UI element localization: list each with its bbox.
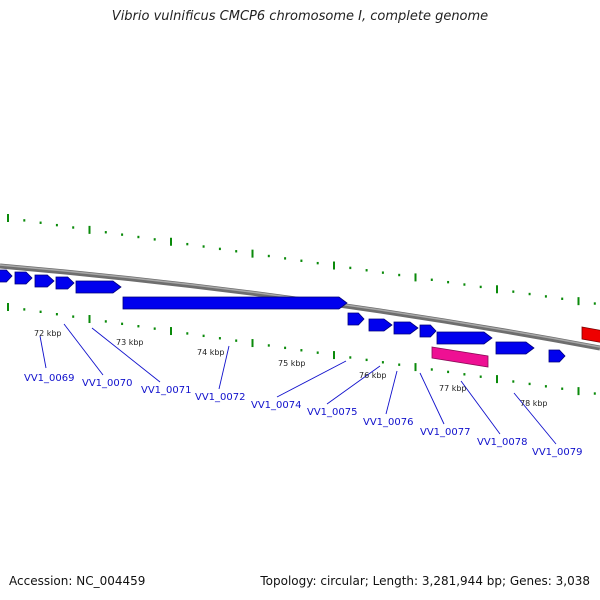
- gene-arrow-7: [347, 312, 365, 326]
- gene-arrow-8: [368, 318, 393, 332]
- leader-line-10: [513, 392, 557, 445]
- scale-label-74: 74 kbp: [197, 348, 225, 357]
- leader-line-4: [218, 345, 230, 390]
- gene-track: [0, 269, 600, 368]
- scale-label-78: 78 kbp: [520, 399, 548, 408]
- gene-label-vv1-0071[interactable]: VV1_0071: [141, 385, 192, 396]
- outer-tick-row: [7, 214, 596, 306]
- map-title: Vibrio vulnificus CMCP6 chromosome I, co…: [111, 9, 489, 24]
- leader-line-5: [276, 360, 347, 398]
- gene-arrow-1: [0, 269, 13, 283]
- gene-label-vv1-0077[interactable]: VV1_0077: [420, 427, 471, 438]
- gene-label-vv1-0079[interactable]: VV1_0079: [532, 447, 583, 458]
- scale-label-77: 77 kbp: [439, 384, 467, 393]
- gene-label-vv1-0072[interactable]: VV1_0072: [195, 392, 246, 403]
- gene-label-vv1-0078[interactable]: VV1_0078: [477, 437, 528, 448]
- gene-arrow-2: [14, 271, 33, 285]
- inner-tick-row: [7, 303, 596, 396]
- gene-arrow-11: [436, 331, 493, 345]
- gene-arrow-red: [581, 326, 600, 343]
- gene-label-vv1-0069[interactable]: VV1_0069: [24, 373, 75, 384]
- leader-line-1: [39, 335, 47, 369]
- gene-arrow-highlighted: [431, 346, 489, 368]
- gene-label-vv1-0075[interactable]: VV1_0075: [307, 407, 358, 418]
- gene-arrow-4: [55, 276, 75, 290]
- leader-line-8: [419, 372, 445, 425]
- gene-arrow-12: [495, 341, 535, 355]
- scale-label-75: 75 kbp: [278, 359, 306, 368]
- leader-line-3: [91, 327, 161, 383]
- scale-label-72: 72 kbp: [34, 329, 62, 338]
- gene-labels: VV1_0069 VV1_0070 VV1_0071 VV1_0072 VV1_…: [24, 373, 583, 458]
- gene-arrow-6: [122, 296, 348, 310]
- gene-arrow-13: [548, 349, 566, 363]
- gene-arrow-10: [419, 324, 437, 338]
- leader-line-7: [385, 370, 398, 415]
- gene-label-vv1-0074[interactable]: VV1_0074: [251, 400, 302, 411]
- scale-label-76: 76 kbp: [359, 371, 387, 380]
- leader-line-2: [63, 323, 104, 376]
- gene-arrow-9: [393, 321, 419, 335]
- scale-labels: 72 kbp 73 kbp 74 kbp 75 kbp 76 kbp 77 kb…: [34, 329, 548, 408]
- genome-summary-text: Topology: circular; Length: 3,281,944 bp…: [260, 574, 590, 588]
- scale-label-73: 73 kbp: [116, 338, 144, 347]
- leader-line-6: [326, 365, 381, 405]
- gene-arrow-5: [75, 280, 122, 294]
- gene-label-vv1-0070[interactable]: VV1_0070: [82, 378, 133, 389]
- gene-arrow-3: [34, 274, 55, 288]
- accession-text: Accession: NC_004459: [9, 574, 146, 588]
- label-leader-lines: [39, 323, 557, 445]
- leader-line-9: [460, 380, 501, 435]
- gene-label-vv1-0076[interactable]: VV1_0076: [363, 417, 414, 428]
